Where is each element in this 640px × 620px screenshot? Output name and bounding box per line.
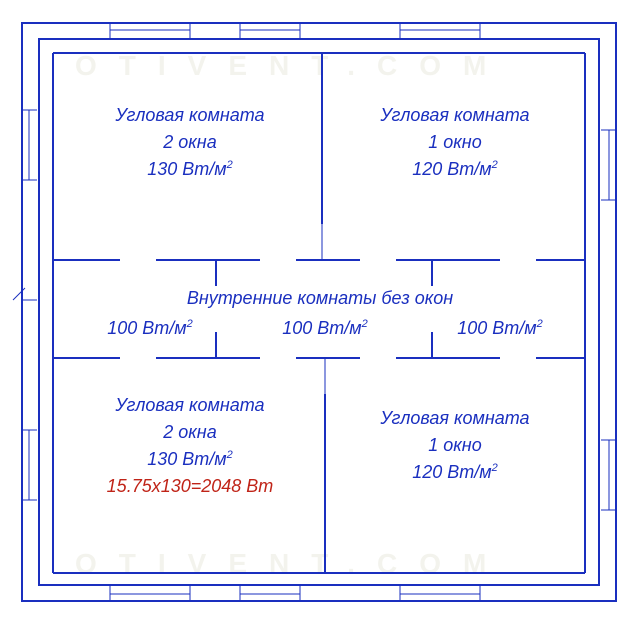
room-bottom-right: Угловая комната 1 окно 120 Вт/м2 [330, 405, 580, 486]
room-title: Угловая комната [380, 408, 529, 428]
corridor-load-mid: 100 Вт/м2 [240, 315, 410, 342]
floor-plan-diagram: OTIVENT.COM OTIVENT.COM Угловая комната … [0, 0, 640, 620]
corridor-load-right: 100 Вт/м2 [420, 315, 580, 342]
corridor-title: Внутренние комнаты без окон [60, 285, 580, 312]
room-bottom-left: Угловая комната 2 окна 130 Вт/м2 15.75х1… [60, 392, 320, 500]
room-sub: 2 окна [163, 132, 216, 152]
room-load: 130 Вт/м2 [147, 159, 233, 179]
room-load: 120 Вт/м2 [412, 159, 498, 179]
corridor-load-left: 100 Вт/м2 [60, 315, 240, 342]
room-top-right: Угловая комната 1 окно 120 Вт/м2 [330, 102, 580, 183]
room-top-left: Угловая комната 2 окна 130 Вт/м2 [60, 102, 320, 183]
room-title: Угловая комната [115, 395, 264, 415]
room-sub: 1 окно [428, 435, 481, 455]
room-sub: 1 окно [428, 132, 481, 152]
room-calc: 15.75х130=2048 Вт [107, 476, 274, 496]
room-title: Угловая комната [115, 105, 264, 125]
room-load: 120 Вт/м2 [412, 462, 498, 482]
room-title: Угловая комната [380, 105, 529, 125]
room-sub: 2 окна [163, 422, 216, 442]
room-load: 130 Вт/м2 [147, 449, 233, 469]
